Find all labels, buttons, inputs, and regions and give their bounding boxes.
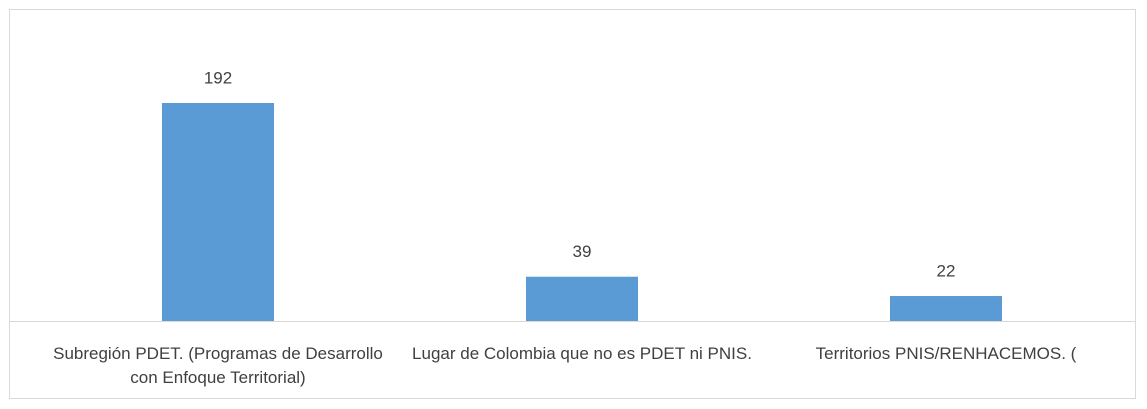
data-label: 39 (573, 242, 592, 261)
x-tick-label: Lugar de Colombia que no es PDET ni PNIS… (412, 344, 752, 363)
data-label: 192 (204, 68, 232, 87)
data-label: 22 (937, 262, 956, 281)
bar (890, 296, 1002, 321)
x-tick-label: Territorios PNIS/RENHACEMOS. ( (815, 344, 1077, 363)
chart-frame (9, 9, 1136, 399)
bar (162, 103, 274, 321)
bar (526, 276, 638, 321)
x-tick-label: Subregión PDET. (Programas de Desarrollo… (53, 344, 383, 387)
